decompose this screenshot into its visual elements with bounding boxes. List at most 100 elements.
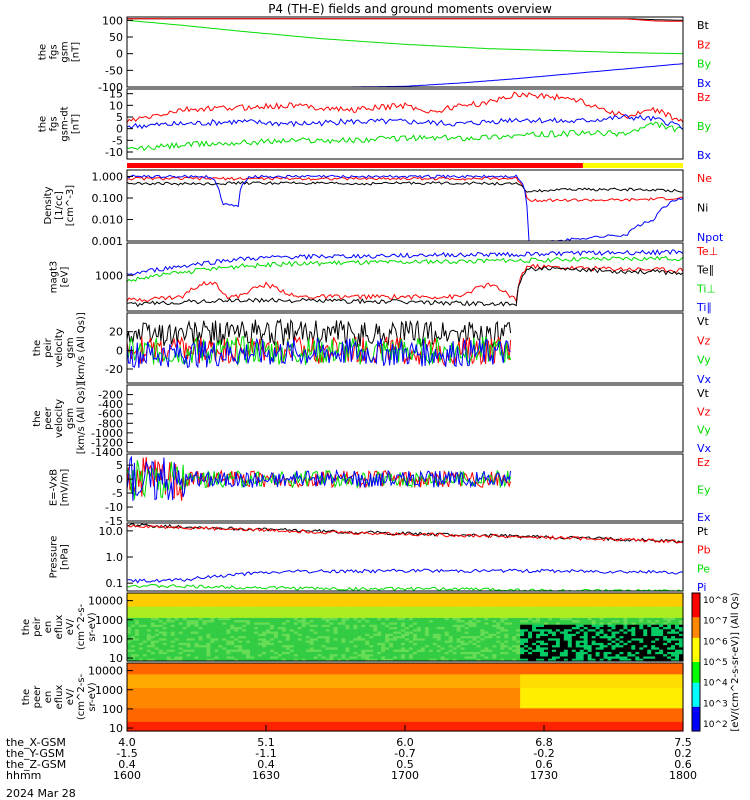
- heatmap-cell: [154, 685, 160, 689]
- heatmap-cell: [401, 640, 406, 644]
- heatmap-cell: [266, 645, 271, 648]
- heatmap-cell: [420, 613, 426, 617]
- heatmap-cell: [603, 651, 609, 655]
- heatmap-cell: [174, 633, 180, 637]
- heatmap-cell: [127, 620, 132, 624]
- heatmap-cell: [162, 694, 168, 698]
- heatmap-cell: [599, 649, 605, 653]
- heatmap-cell: [329, 631, 335, 635]
- heatmap-cell: [222, 629, 227, 633]
- heatmap-cell: [635, 658, 640, 662]
- heatmap-cell: [484, 640, 489, 644]
- heatmap-cell: [611, 627, 617, 630]
- heatmap-cell: [202, 710, 208, 714]
- heatmap-cell: [214, 622, 219, 626]
- heatmap-cell: [150, 615, 156, 619]
- heatmap-cell: [428, 647, 434, 651]
- heatmap-cell: [647, 651, 652, 655]
- heatmap-cell: [321, 658, 327, 662]
- heatmap-cell: [130, 728, 136, 732]
- heatmap-cell: [651, 651, 656, 655]
- heatmap-cell: [492, 608, 497, 612]
- heatmap-cell: [663, 647, 668, 651]
- heatmap-cell: [679, 642, 684, 646]
- heatmap-cell: [194, 602, 200, 605]
- heatmap-cell: [361, 624, 366, 628]
- heatmap-cell: [611, 636, 617, 639]
- heatmap-cell: [242, 595, 247, 599]
- heatmap-cell: [651, 629, 656, 633]
- heatmap-cell: [266, 613, 271, 617]
- heatmap-cell: [218, 638, 223, 642]
- heatmap-cell: [127, 654, 132, 658]
- heatmap-cell: [150, 721, 156, 725]
- heatmap-cell: [456, 606, 462, 610]
- heatmap-cell: [254, 658, 259, 662]
- heatmap-cell: [262, 656, 267, 660]
- heatmap-cell: [452, 651, 458, 655]
- heatmap-cell: [134, 617, 140, 621]
- heatmap-cell: [428, 602, 434, 605]
- heatmap-cell: [127, 697, 132, 700]
- heatmap-cell: [563, 608, 569, 612]
- heatmap-cell: [444, 631, 450, 635]
- heatmap-cell: [555, 640, 561, 644]
- heatmap-cell: [369, 608, 374, 612]
- heatmap-cell: [162, 699, 168, 703]
- heatmap-cell: [444, 636, 450, 639]
- heatmap-cell: [377, 620, 382, 624]
- heatmap-cell: [639, 595, 644, 599]
- heatmap-cell: [142, 708, 148, 712]
- series-fgs_gsm-By: [126, 19, 684, 55]
- heatmap-cell: [563, 640, 569, 644]
- heatmap-cell: [492, 611, 497, 614]
- heatmap-cell: [385, 654, 390, 658]
- heatmap-cell: [146, 647, 152, 651]
- heatmap-cell: [476, 615, 482, 619]
- heatmap-cell: [393, 647, 398, 651]
- heatmap-cell: [623, 604, 628, 608]
- heatmap-cell: [448, 597, 454, 601]
- heatmap-cell: [206, 604, 211, 608]
- heatmap-cell: [353, 640, 358, 644]
- heatmap-cell: [170, 726, 176, 730]
- heatmap-cell: [186, 719, 192, 723]
- heatmap-cell: [615, 624, 621, 628]
- heatmap-cell: [166, 624, 172, 628]
- heatmap-cell: [305, 602, 311, 605]
- heatmap-cell: [416, 622, 422, 626]
- heatmap-cell: [385, 645, 390, 648]
- heatmap-cell: [476, 640, 482, 644]
- heatmap-cell: [250, 606, 255, 610]
- heatmap-cell: [206, 656, 211, 660]
- heatmap-cell: [269, 595, 275, 599]
- heatmap-cell: [127, 708, 132, 712]
- heatmap-cell: [607, 608, 613, 612]
- heatmap-cell: [238, 647, 243, 651]
- heatmap-cell: [559, 593, 565, 596]
- heatmap-cell: [166, 685, 172, 689]
- heatmap-cell: [262, 606, 267, 610]
- heatmap-cell: [500, 627, 505, 630]
- heatmap-cell: [138, 681, 144, 684]
- heatmap-cell: [357, 604, 362, 608]
- heatmap-cell: [357, 599, 362, 603]
- heatmap-cell: [408, 640, 414, 644]
- heatmap-cell: [496, 611, 501, 614]
- heatmap-cell: [635, 651, 640, 655]
- heatmap-cell: [210, 631, 215, 635]
- heatmap-cell: [460, 645, 466, 648]
- heatmap-cell: [468, 656, 474, 660]
- heatmap-cell: [230, 602, 235, 605]
- heatmap-cell: [412, 656, 418, 660]
- heatmap-cell: [222, 617, 227, 621]
- heatmap-cell: [130, 604, 136, 608]
- heatmap-cell: [154, 676, 160, 680]
- heatmap-cell: [540, 627, 545, 630]
- heatmap-cell: [341, 629, 347, 633]
- heatmap-cell: [349, 627, 354, 630]
- heatmap-cell: [488, 640, 493, 644]
- heatmap-cell: [154, 602, 160, 605]
- heatmap-cell: [397, 647, 402, 651]
- heatmap-cell: [651, 627, 656, 630]
